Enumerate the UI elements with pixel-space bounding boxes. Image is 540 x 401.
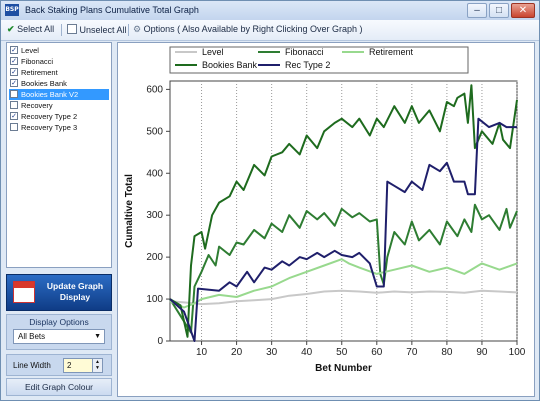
display-options-select[interactable]: All Bets ▼ bbox=[13, 329, 105, 344]
select-all-button[interactable]: ✔ Select All bbox=[7, 24, 54, 35]
chevron-down-icon: ▼ bbox=[94, 333, 101, 340]
checkbox[interactable]: ✓ bbox=[10, 112, 18, 120]
x-tick-label: 20 bbox=[231, 347, 243, 358]
y-tick-label: 400 bbox=[146, 168, 163, 179]
checkbox[interactable] bbox=[10, 90, 18, 98]
plan-item-bookies-bank-v2[interactable]: Bookies Bank V2 bbox=[9, 89, 109, 100]
toolbar-divider bbox=[128, 24, 129, 36]
unselect-all-label: Unselect All bbox=[79, 25, 127, 35]
y-tick-label: 0 bbox=[157, 336, 163, 347]
plan-item-level[interactable]: ✓ Level bbox=[10, 46, 39, 55]
series-line-bookies-bank bbox=[169, 84, 518, 338]
x-tick-label: 100 bbox=[509, 347, 526, 358]
plan-item-retirement[interactable]: ✓ Retirement bbox=[10, 68, 58, 77]
y-tick-label: 500 bbox=[146, 126, 163, 137]
legend-label: Level bbox=[202, 47, 224, 57]
legend-label: Bookies Bank bbox=[202, 60, 258, 70]
x-tick-label: 30 bbox=[266, 347, 278, 358]
x-tick-label: 50 bbox=[336, 347, 348, 358]
checkmark-icon: ✔ bbox=[7, 24, 15, 34]
plan-item-recovery-type-3[interactable]: Recovery Type 3 bbox=[9, 122, 109, 133]
y-axis-label: Cumaltive Total bbox=[124, 174, 135, 248]
x-tick-label: 80 bbox=[441, 347, 453, 358]
checkbox[interactable]: ✓ bbox=[10, 57, 18, 65]
plan-item-bookies-bank[interactable]: ✓ Bookies Bank bbox=[10, 79, 67, 88]
plan-list: ✓ Level ✓ Fibonacci ✓ Retirement ✓ Bookies B… bbox=[6, 42, 112, 268]
maximize-button[interactable]: □ bbox=[489, 3, 509, 18]
line-width-label: Line Width bbox=[13, 361, 51, 370]
toolbar: ✔ Select All Unselect All ⚙ Options ( Al… bbox=[1, 20, 539, 41]
display-options-value: All Bets bbox=[18, 332, 46, 341]
select-all-label: Select All bbox=[17, 24, 55, 34]
gear-icon: ⚙ bbox=[133, 24, 142, 34]
y-tick-label: 600 bbox=[146, 84, 163, 95]
calendar-icon bbox=[13, 281, 35, 303]
chart-panel: 10 20 30 40 50 60 70 80 90 100 0 100 200 300 400 500 600… bbox=[117, 42, 535, 397]
display-options-panel: Display Options All Bets ▼ bbox=[6, 314, 112, 350]
checkbox[interactable]: ✓ bbox=[10, 46, 18, 54]
series-line-level bbox=[169, 289, 518, 306]
options-label: Options ( Also Available by Right Clicki… bbox=[143, 24, 363, 34]
edit-graph-colour-button[interactable]: Edit Graph Colour bbox=[6, 378, 112, 396]
toolbar-divider bbox=[61, 24, 62, 36]
cumulative-total-chart: 10 20 30 40 50 60 70 80 90 100 0 100 200 300 400 500 600… bbox=[124, 46, 526, 374]
x-tick-label: 70 bbox=[406, 347, 418, 358]
x-tick-label: 10 bbox=[196, 347, 208, 358]
legend-label: Rec Type 2 bbox=[285, 60, 330, 70]
plan-item-recovery[interactable]: Recovery bbox=[9, 100, 109, 111]
left-panel: ✓ Level ✓ Fibonacci ✓ Retirement ✓ Bookies B… bbox=[6, 42, 112, 397]
legend-label: Fibonacci bbox=[285, 47, 324, 57]
series-line-retirement bbox=[169, 258, 518, 309]
options-button[interactable]: ⚙ Options ( Also Available by Right Clic… bbox=[133, 24, 363, 35]
checkbox[interactable] bbox=[10, 101, 18, 109]
unselect-all-button[interactable]: Unselect All bbox=[67, 24, 127, 35]
x-tick-label: 40 bbox=[301, 347, 313, 358]
update-graph-label: Update Graph Display bbox=[46, 281, 104, 302]
app-icon: BSP bbox=[5, 4, 19, 16]
x-tick-label: 90 bbox=[476, 347, 488, 358]
update-graph-button[interactable]: Update Graph Display bbox=[6, 274, 112, 311]
legend-box bbox=[169, 46, 469, 74]
close-button[interactable]: ✕ bbox=[511, 3, 535, 18]
y-tick-label: 200 bbox=[146, 252, 163, 263]
checkbox[interactable]: ✓ bbox=[10, 68, 18, 76]
legend-label: Retirement bbox=[369, 47, 414, 57]
checkbox[interactable]: ✓ bbox=[10, 79, 18, 87]
y-tick-label: 300 bbox=[146, 210, 163, 221]
spinner-arrows-icon[interactable]: ▲ ▼ bbox=[92, 359, 102, 372]
x-tick-label: 60 bbox=[371, 347, 383, 358]
line-width-panel: Line Width 2 ▲ ▼ bbox=[6, 354, 112, 376]
checkbox[interactable] bbox=[10, 123, 18, 131]
display-options-title: Display Options bbox=[29, 317, 89, 327]
x-axis-label: Bet Number bbox=[315, 363, 372, 374]
window-title: Back Staking Plans Cumulative Total Grap… bbox=[25, 5, 199, 15]
unchecked-box-icon bbox=[67, 24, 77, 34]
plan-item-recovery-type-2[interactable]: ✓ Recovery Type 2 bbox=[10, 112, 78, 121]
line-width-value: 2 bbox=[67, 361, 72, 370]
y-tick-label: 100 bbox=[146, 294, 163, 305]
line-width-input[interactable]: 2 ▲ ▼ bbox=[63, 358, 103, 373]
minimize-button[interactable]: – bbox=[467, 3, 487, 18]
series-line-rec-type-2 bbox=[169, 117, 517, 342]
title-bar: BSP Back Staking Plans Cumulative Total … bbox=[1, 1, 539, 21]
plan-item-fibonacci[interactable]: ✓ Fibonacci bbox=[10, 57, 54, 66]
series-line-fibonacci bbox=[169, 203, 518, 334]
